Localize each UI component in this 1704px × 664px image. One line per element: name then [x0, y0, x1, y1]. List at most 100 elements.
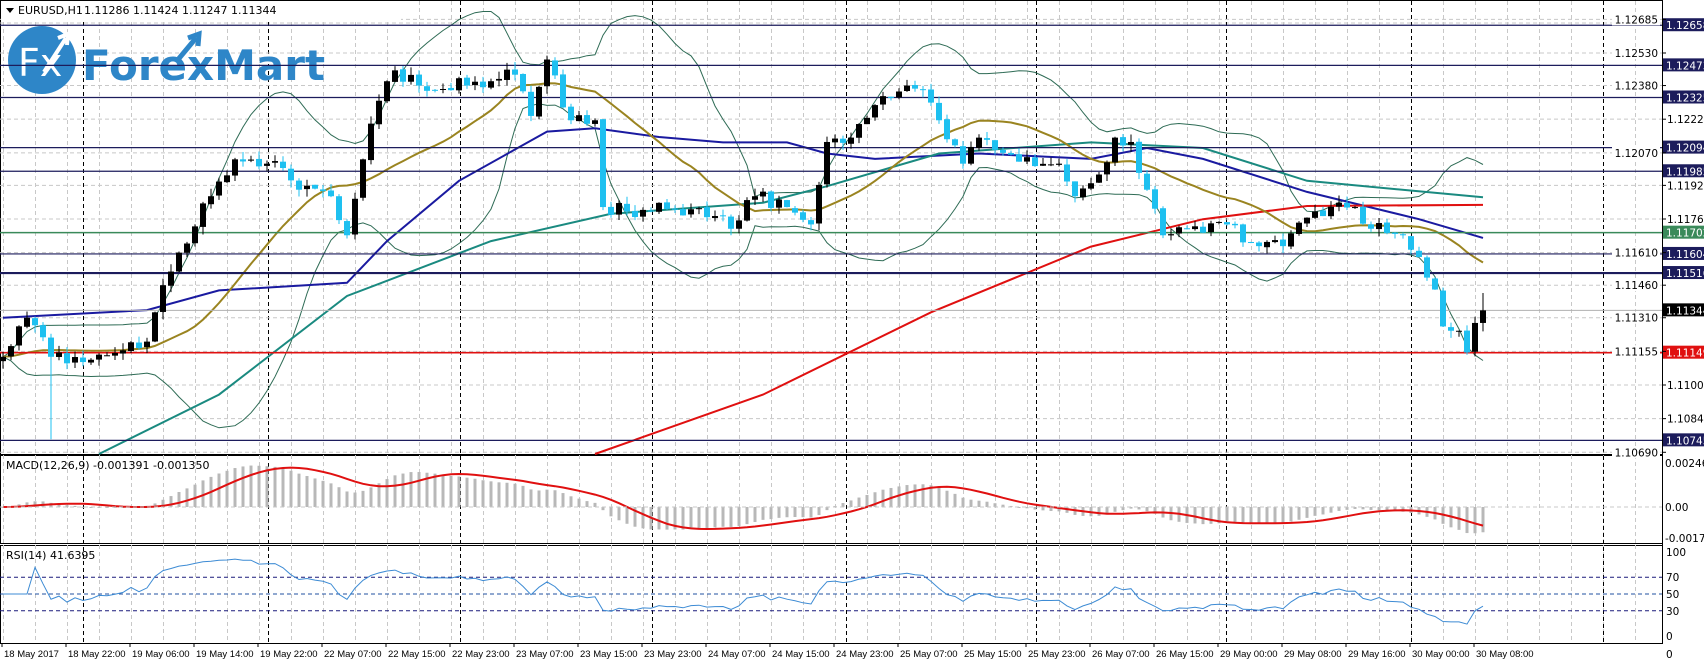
candle[interactable] — [912, 80, 918, 92]
candle[interactable] — [1352, 205, 1358, 209]
candle[interactable] — [80, 350, 86, 367]
candle[interactable] — [1448, 322, 1454, 338]
candle[interactable] — [920, 85, 926, 98]
candle[interactable] — [88, 358, 94, 365]
candle[interactable] — [120, 343, 126, 360]
candle[interactable] — [32, 316, 38, 333]
candle[interactable] — [568, 103, 574, 125]
candle[interactable] — [536, 85, 542, 120]
candle[interactable] — [504, 62, 510, 86]
candle[interactable] — [832, 134, 838, 149]
candle[interactable] — [1200, 221, 1206, 234]
candle[interactable] — [680, 204, 686, 216]
candle[interactable] — [944, 114, 950, 143]
candle[interactable] — [928, 83, 934, 106]
candle[interactable] — [856, 123, 862, 144]
candle[interactable] — [1112, 136, 1118, 167]
triangle-down-icon[interactable] — [6, 8, 14, 13]
candle[interactable] — [192, 224, 198, 247]
candle[interactable] — [1016, 148, 1022, 162]
candle[interactable] — [864, 115, 870, 125]
candle[interactable] — [1384, 218, 1390, 235]
candle[interactable] — [1048, 157, 1054, 167]
candle[interactable] — [584, 110, 590, 126]
candle[interactable] — [880, 91, 886, 111]
candle[interactable] — [1136, 138, 1142, 180]
candle[interactable] — [184, 241, 190, 258]
candle[interactable] — [1312, 204, 1318, 219]
candle[interactable] — [672, 205, 678, 213]
candle[interactable] — [24, 311, 30, 329]
candle[interactable] — [176, 251, 182, 273]
candle[interactable] — [312, 184, 318, 190]
candle[interactable] — [648, 207, 654, 213]
candle[interactable] — [1328, 201, 1334, 219]
candle[interactable] — [1264, 240, 1270, 254]
candle[interactable] — [96, 353, 102, 366]
candle[interactable] — [456, 76, 462, 94]
candle[interactable] — [952, 138, 958, 148]
candle[interactable] — [40, 322, 46, 342]
candle[interactable] — [472, 76, 478, 91]
candle[interactable] — [248, 155, 254, 163]
candle[interactable] — [160, 278, 166, 320]
candle[interactable] — [320, 185, 326, 198]
candle[interactable] — [1176, 225, 1182, 238]
candle[interactable] — [896, 88, 902, 100]
candle[interactable] — [1072, 181, 1078, 203]
candle[interactable] — [1288, 230, 1294, 250]
candle[interactable] — [840, 135, 846, 150]
candle[interactable] — [368, 116, 374, 165]
candle[interactable] — [688, 203, 694, 218]
candle[interactable] — [328, 184, 334, 198]
candle[interactable] — [1464, 325, 1470, 355]
candle[interactable] — [272, 155, 278, 168]
candle[interactable] — [1120, 134, 1126, 152]
candle[interactable] — [152, 311, 158, 343]
candle[interactable] — [392, 66, 398, 83]
candle[interactable] — [56, 345, 62, 361]
candle[interactable] — [1296, 221, 1302, 236]
candle[interactable] — [728, 214, 734, 236]
candle[interactable] — [560, 69, 566, 109]
candle[interactable] — [136, 336, 142, 350]
candle[interactable] — [704, 201, 710, 222]
candle[interactable] — [1272, 235, 1278, 244]
candle[interactable] — [1432, 277, 1438, 290]
candle[interactable] — [760, 188, 766, 202]
candle[interactable] — [752, 188, 758, 205]
candle[interactable] — [1192, 220, 1198, 231]
candle[interactable] — [712, 210, 718, 222]
candle[interactable] — [984, 132, 990, 146]
candle[interactable] — [64, 347, 70, 370]
candle[interactable] — [200, 201, 206, 235]
candle[interactable] — [424, 81, 430, 97]
candle[interactable] — [1008, 150, 1014, 156]
candle[interactable] — [72, 351, 78, 369]
candle[interactable] — [1336, 195, 1342, 212]
candle[interactable] — [104, 352, 110, 357]
candle[interactable] — [112, 347, 118, 361]
candle[interactable] — [232, 157, 238, 182]
candle[interactable] — [968, 141, 974, 166]
candle[interactable] — [240, 151, 246, 167]
candle[interactable] — [48, 333, 54, 440]
candle[interactable] — [784, 199, 790, 208]
candle[interactable] — [1240, 223, 1246, 247]
candle[interactable] — [416, 70, 422, 93]
candle[interactable] — [888, 96, 894, 101]
candle[interactable] — [1304, 217, 1310, 227]
candle[interactable] — [1440, 287, 1446, 328]
candle[interactable] — [640, 207, 646, 222]
candle[interactable] — [960, 140, 966, 169]
candle[interactable] — [408, 67, 414, 85]
candle[interactable] — [736, 215, 742, 234]
candle[interactable] — [1232, 221, 1238, 229]
candle[interactable] — [1344, 196, 1350, 211]
candle[interactable] — [1408, 235, 1414, 255]
candle[interactable] — [1472, 316, 1478, 357]
candle[interactable] — [1368, 221, 1374, 232]
candle[interactable] — [1400, 232, 1406, 239]
candle[interactable] — [576, 110, 582, 122]
